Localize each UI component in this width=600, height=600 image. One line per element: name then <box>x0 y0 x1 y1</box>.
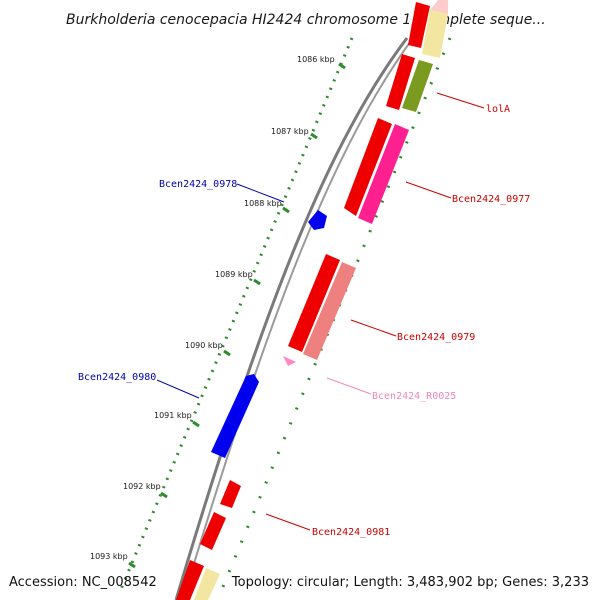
map-title: Burkholderia cenocepacia HI2424 chromoso… <box>66 12 546 28</box>
gene-lolA-forward[interactable] <box>386 54 415 110</box>
gene-top-partial-red[interactable] <box>408 2 430 48</box>
gene-0979[interactable] <box>288 254 340 352</box>
tick-label-1087: 1087 kbp <box>271 127 309 136</box>
leader-0977 <box>405 181 452 199</box>
gene-R0025[interactable] <box>283 356 296 366</box>
outer-tick-ring <box>117 37 354 595</box>
tick-label-1093: 1093 kbp <box>90 552 128 561</box>
tick-label-1092: 1092 kbp <box>123 482 161 491</box>
gene-0980[interactable] <box>211 374 259 458</box>
accession-text: Accession: NC_008542 <box>9 575 157 590</box>
gene-lolA-partner[interactable] <box>402 60 433 112</box>
tick-label-1086: 1086 kbp <box>297 55 335 64</box>
tick-label-1088: 1088 kbp <box>244 199 282 208</box>
gene-0981-b[interactable] <box>200 512 226 550</box>
tick-label-1090: 1090 kbp <box>185 341 223 350</box>
topology-text: Topology: circular; Length: 3,483,902 bp… <box>231 575 589 590</box>
gene-0979-partner[interactable] <box>303 262 356 360</box>
backbone-outer <box>174 37 409 600</box>
tick-label-1091: 1091 kbp <box>154 411 192 420</box>
gene-label-lolA[interactable]: lolA <box>486 104 510 115</box>
gene-label-0980[interactable]: Bcen2424_0980 <box>78 372 156 383</box>
gene-0977-partner[interactable] <box>358 124 409 224</box>
gene-label-0978[interactable]: Bcen2424_0978 <box>159 179 237 190</box>
gene-label-0977[interactable]: Bcen2424_0977 <box>452 194 530 205</box>
gene-label-R0025[interactable]: Bcen2424_R0025 <box>372 391 456 402</box>
leader-0979 <box>350 319 397 337</box>
leader-R0025 <box>326 377 372 395</box>
leader-0978 <box>236 183 285 203</box>
gene-bottom-partial-red[interactable] <box>176 560 204 600</box>
leader-lolA <box>436 92 485 109</box>
tick-label-1089: 1089 kbp <box>215 270 253 279</box>
tick-marks <box>128 62 346 569</box>
gene-top-partial-pink[interactable] <box>430 0 448 14</box>
backbone-inner <box>182 37 414 600</box>
gene-bottom-partial-yellow[interactable] <box>194 568 220 600</box>
gene-0977[interactable] <box>344 118 392 216</box>
gene-top-partial-yellow[interactable] <box>422 10 448 58</box>
leader-0980 <box>156 379 200 399</box>
gene-label-0981[interactable]: Bcen2424_0981 <box>312 527 390 538</box>
gene-0981[interactable] <box>220 480 241 508</box>
gene-label-0979[interactable]: Bcen2424_0979 <box>397 332 475 343</box>
gene-0978[interactable] <box>308 210 327 230</box>
leader-0981 <box>265 513 311 531</box>
